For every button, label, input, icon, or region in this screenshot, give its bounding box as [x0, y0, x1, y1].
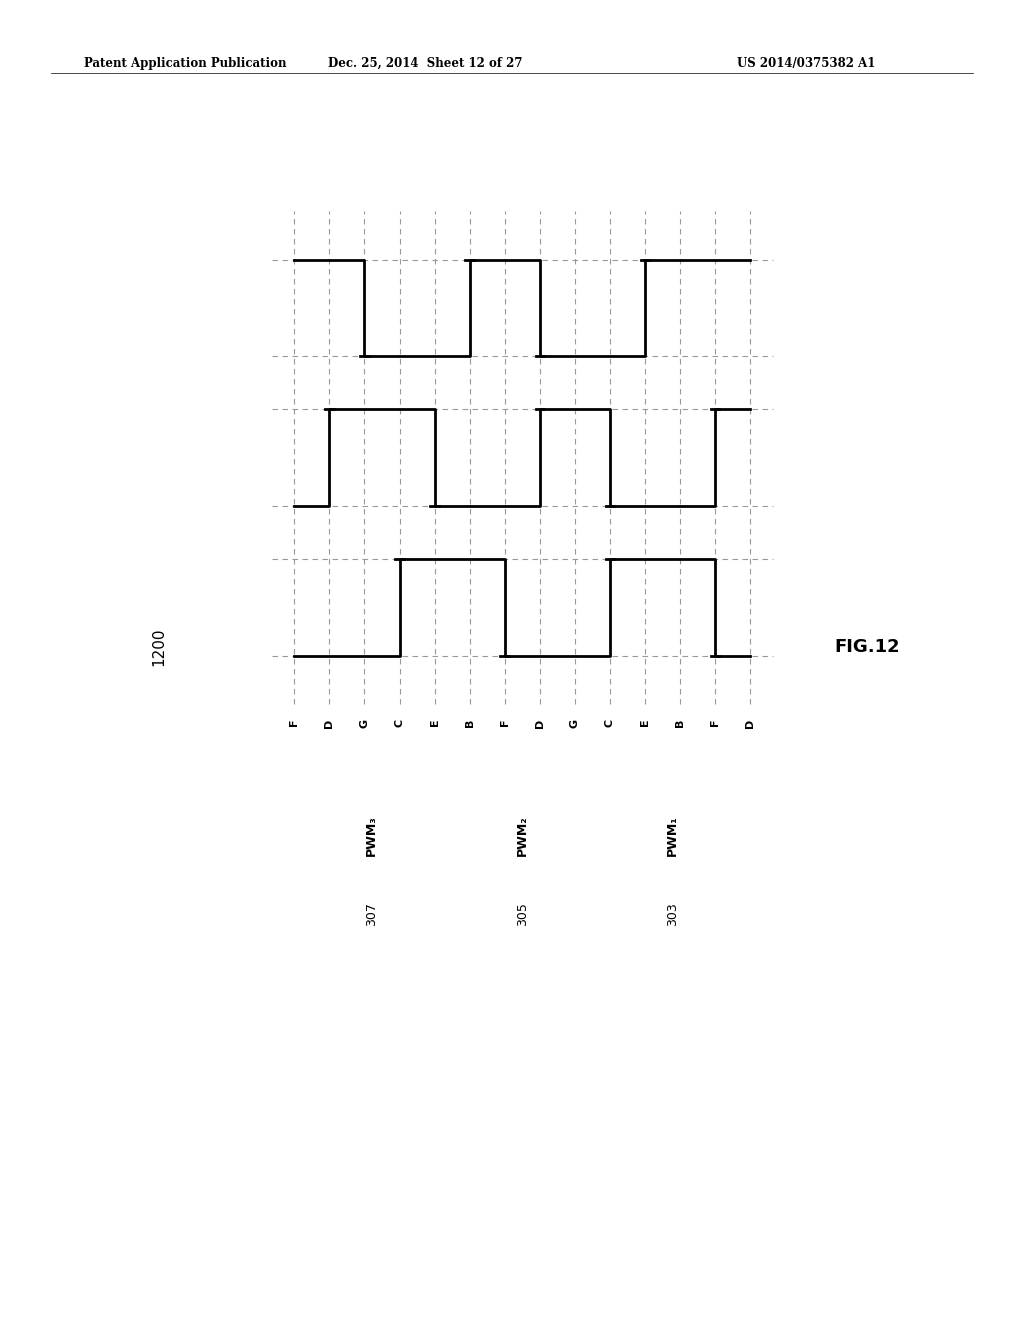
Text: E: E: [640, 719, 650, 726]
Text: G: G: [569, 719, 580, 729]
Text: D: D: [745, 719, 755, 729]
Text: C: C: [394, 719, 404, 727]
Text: E: E: [430, 719, 439, 726]
Text: PWM₃: PWM₃: [366, 816, 378, 857]
Text: D: D: [535, 719, 545, 729]
Text: US 2014/0375382 A1: US 2014/0375382 A1: [737, 57, 876, 70]
Text: PWM₁: PWM₁: [667, 816, 679, 857]
Text: C: C: [605, 719, 614, 727]
Text: 1200: 1200: [152, 627, 166, 667]
Text: F: F: [710, 719, 720, 726]
Text: B: B: [465, 719, 475, 727]
Text: F: F: [500, 719, 510, 726]
Text: D: D: [325, 719, 335, 729]
Text: B: B: [675, 719, 685, 727]
Text: 303: 303: [667, 903, 679, 927]
Text: 305: 305: [516, 903, 528, 927]
Text: F: F: [290, 719, 299, 726]
Text: 307: 307: [366, 903, 378, 927]
Text: Patent Application Publication: Patent Application Publication: [84, 57, 287, 70]
Text: Dec. 25, 2014  Sheet 12 of 27: Dec. 25, 2014 Sheet 12 of 27: [328, 57, 522, 70]
Text: FIG.12: FIG.12: [835, 638, 900, 656]
Text: G: G: [359, 719, 370, 729]
Text: PWM₂: PWM₂: [516, 816, 528, 857]
